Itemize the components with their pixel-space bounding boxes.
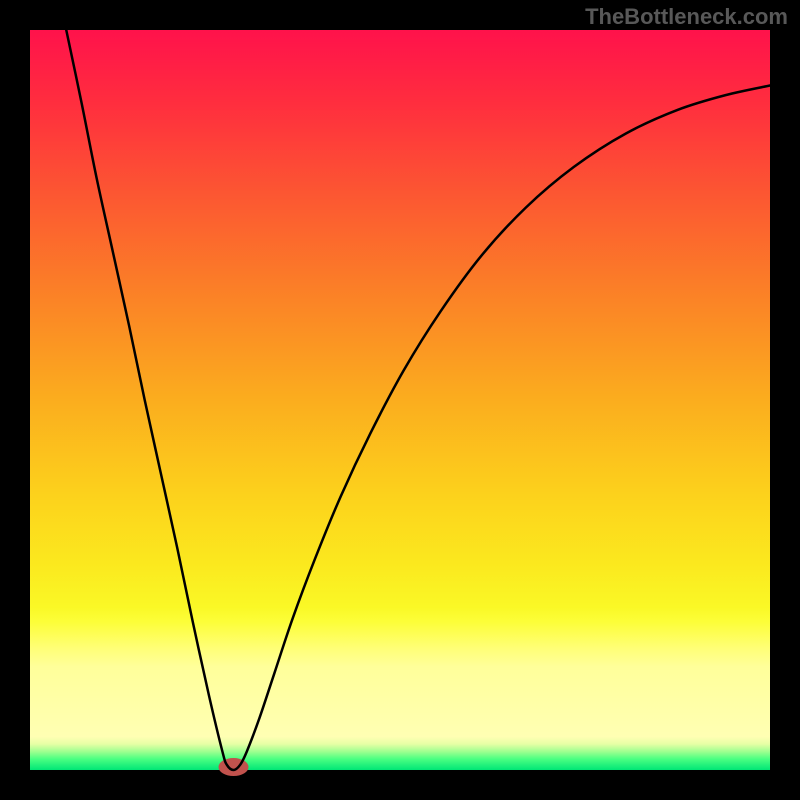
plot-gradient-background	[30, 30, 770, 770]
chart-container: TheBottleneck.com	[0, 0, 800, 800]
bottleneck-chart	[0, 0, 800, 800]
watermark-text: TheBottleneck.com	[585, 4, 788, 30]
